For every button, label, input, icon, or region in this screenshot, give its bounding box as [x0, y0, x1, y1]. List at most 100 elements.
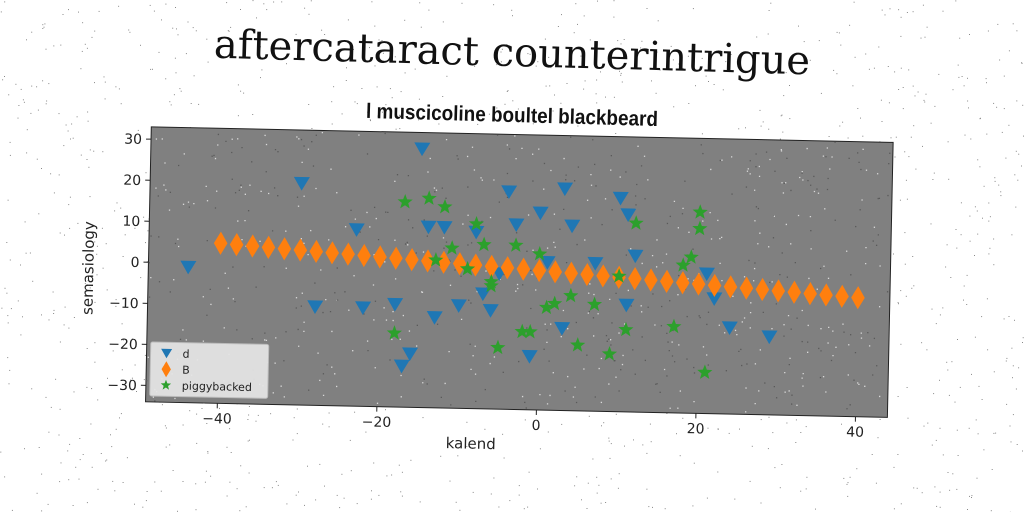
- speckle-dot: [768, 246, 770, 248]
- noise-dot: [7, 357, 9, 359]
- speckle-dot: [493, 179, 495, 181]
- noise-dot: [986, 298, 988, 300]
- diamond-point: [213, 231, 228, 255]
- noise-dot: [401, 471, 403, 473]
- noise-dot: [595, 93, 597, 95]
- speckle-dot: [608, 338, 610, 340]
- noise-dot: [1001, 131, 1003, 133]
- speckle-dot: [161, 138, 163, 140]
- speckle-dot: [147, 356, 149, 358]
- speckle-dot: [586, 354, 588, 356]
- speckle-dot: [860, 332, 862, 334]
- star-point: [397, 194, 413, 209]
- speckle-dot: [710, 168, 712, 171]
- noise-dot: [988, 202, 990, 204]
- noise-dot: [1006, 357, 1008, 359]
- noise-dot: [523, 508, 525, 510]
- speckle-dot: [749, 311, 752, 314]
- speckle-dot: [671, 341, 673, 343]
- noise-dot: [36, 158, 38, 160]
- noise-dot: [154, 481, 156, 483]
- speckle-dot: [244, 219, 246, 222]
- noise-dot: [527, 506, 529, 508]
- speckle-dot: [543, 162, 546, 165]
- noise-dot: [6, 292, 8, 294]
- speckle-dot: [150, 276, 152, 279]
- speckle-dot: [373, 319, 375, 321]
- star-point: [483, 277, 499, 293]
- speckle-dot: [272, 392, 274, 394]
- speckle-dot: [660, 325, 663, 327]
- speckle-dot: [693, 366, 695, 369]
- speckle-dot: [562, 309, 565, 312]
- noise-dot: [32, 280, 34, 282]
- speckle-dot: [862, 148, 864, 150]
- speckle-dot: [636, 183, 638, 186]
- noise-dot: [722, 89, 724, 91]
- triangle-point: [355, 301, 372, 316]
- speckle-dot: [406, 241, 408, 244]
- diamond-point: [787, 280, 802, 304]
- noise-dot: [600, 502, 602, 504]
- speckle-dot: [682, 207, 684, 210]
- speckle-dot: [240, 184, 242, 186]
- speckle-dot: [202, 296, 204, 298]
- noise-dot: [236, 488, 238, 490]
- noise-dot: [889, 8, 891, 10]
- speckle-dot: [745, 411, 747, 413]
- speckle-dot: [213, 154, 215, 157]
- noise-dot: [561, 14, 562, 16]
- noise-dot: [993, 238, 995, 240]
- noise-dot: [41, 314, 42, 316]
- speckle-dot: [829, 168, 831, 170]
- speckle-dot: [790, 189, 792, 192]
- noise-dot: [240, 90, 242, 92]
- noise-dot: [1012, 377, 1013, 379]
- speckle-dot: [249, 184, 251, 186]
- speckle-dot: [598, 367, 600, 370]
- speckle-dot: [601, 223, 603, 226]
- noise-dot: [981, 399, 983, 400]
- speckle-dot: [231, 151, 233, 154]
- speckle-dot: [610, 344, 612, 346]
- speckle-dot: [307, 148, 310, 150]
- speckle-dot: [775, 303, 778, 305]
- noise-dot: [924, 36, 926, 38]
- triangle-point: [521, 349, 538, 364]
- speckle-dot: [560, 335, 562, 338]
- noise-dot: [60, 462, 62, 464]
- star-point: [692, 220, 708, 236]
- noise-dot: [48, 319, 50, 321]
- speckle-dot: [759, 232, 761, 234]
- triangle-point: [620, 208, 637, 223]
- noise-dot: [587, 482, 589, 484]
- noise-dot: [688, 103, 690, 104]
- noise-dot: [610, 478, 612, 480]
- speckle-dot: [791, 394, 793, 396]
- triangle-point: [426, 310, 443, 325]
- noise-dot: [455, 501, 457, 503]
- speckle-dot: [724, 332, 726, 334]
- speckle-dot: [773, 385, 776, 388]
- speckle-dot: [860, 168, 862, 171]
- noise-dot: [376, 86, 378, 88]
- speckle-dot: [797, 214, 800, 217]
- speckle-dot: [177, 164, 180, 167]
- speckle-dot: [846, 408, 848, 410]
- series-2: [213, 231, 865, 310]
- speckle-dot: [527, 214, 530, 216]
- noise-dot: [4, 287, 6, 289]
- speckle-dot: [426, 383, 428, 385]
- noise-dot: [880, 99, 882, 101]
- speckle-dot: [625, 254, 628, 256]
- legend-marker-3: [160, 379, 172, 390]
- legend-marker-1: [161, 348, 173, 359]
- noise-dot: [957, 339, 958, 340]
- speckle-dot: [359, 231, 361, 233]
- noise-dot: [898, 89, 900, 90]
- noise-dot: [939, 427, 941, 429]
- noise-dot: [4, 76, 5, 77]
- diamond-point: [851, 286, 865, 310]
- speckle-dot: [264, 339, 266, 341]
- noise-dot: [967, 509, 968, 510]
